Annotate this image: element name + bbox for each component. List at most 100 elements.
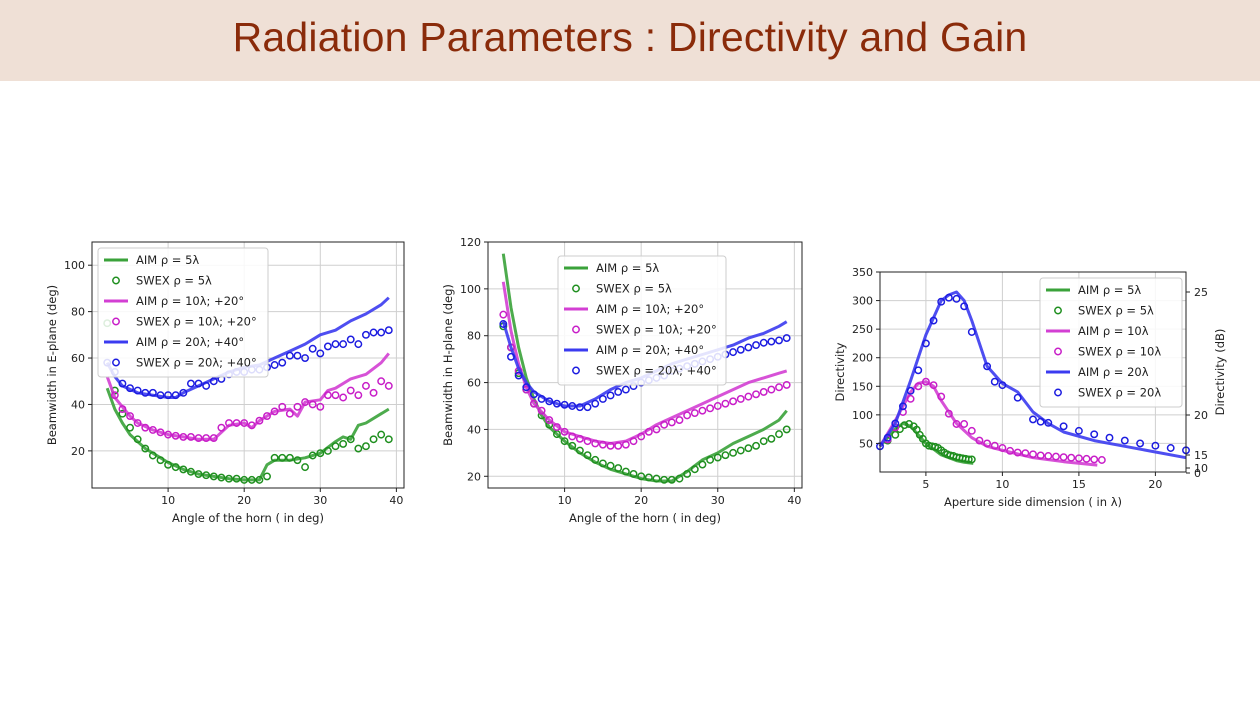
data-point [667, 475, 676, 484]
data-point [983, 439, 992, 448]
data-point [736, 446, 745, 455]
data-point [164, 391, 173, 400]
y-axis-label: Beamwidth in E-plane (deg) [45, 285, 59, 445]
data-point [1105, 433, 1114, 442]
legend-swatch-marker [112, 358, 120, 367]
data-point [278, 402, 287, 411]
x-axis-label: Angle of the horn ( in deg) [172, 511, 324, 525]
legend-item-aim-10-20: AIM ρ = 10λ; +20° [104, 294, 244, 308]
data-point [891, 430, 900, 439]
x-tick-label: 30 [313, 494, 327, 507]
data-point [614, 387, 623, 396]
data-point [346, 386, 355, 395]
data-point [568, 402, 577, 410]
x-tick-label: 15 [1072, 478, 1086, 491]
data-point [598, 440, 607, 449]
legend-box [97, 247, 269, 378]
data-point [621, 467, 630, 476]
data-point [583, 437, 592, 446]
data-point [944, 293, 953, 302]
data-point [614, 441, 623, 450]
data-point [141, 388, 150, 397]
data-point [240, 419, 249, 427]
data-point [736, 345, 745, 354]
legend-label: SWEX ρ = 10λ [1078, 345, 1161, 359]
data-point [644, 427, 653, 436]
series-swex-10-20 [499, 310, 791, 450]
data-point [1052, 452, 1060, 461]
data-point [621, 385, 630, 394]
data-point [308, 344, 317, 353]
right-tick-label: 0 [1194, 467, 1201, 480]
series-line [105, 387, 390, 482]
series-aim-10 [878, 380, 1098, 467]
data-point [148, 426, 157, 434]
data-point [118, 409, 127, 418]
y-tick-label: 120 [460, 236, 481, 249]
legend-item-aim-5: AIM ρ = 5λ [104, 253, 199, 267]
data-point [752, 341, 760, 350]
data-point [499, 310, 508, 319]
y-tick-label: 100 [64, 259, 85, 272]
legend-item-aim-5: AIM ρ = 5λ [1046, 283, 1141, 297]
data-point [255, 475, 264, 484]
data-point [339, 340, 348, 349]
data-point [308, 451, 317, 460]
e-plane-beamwidth-chart: 10 20 30 40 20 40 60 80 100 Angle of the horn ( i… [45, 241, 405, 525]
data-point [362, 330, 370, 339]
data-point [990, 441, 999, 450]
data-point [202, 381, 211, 390]
data-point [1082, 454, 1091, 463]
data-point [967, 455, 976, 464]
data-point [683, 469, 692, 478]
data-point [683, 411, 692, 420]
data-point [606, 461, 615, 470]
data-point [914, 382, 923, 391]
data-point [179, 432, 188, 441]
data-point [316, 402, 325, 411]
data-point [667, 418, 676, 427]
y-tick-label: 20 [71, 445, 85, 458]
data-point [301, 398, 310, 407]
data-point [652, 425, 661, 434]
data-point [660, 475, 669, 484]
data-point [377, 328, 386, 337]
data-point [247, 475, 256, 484]
x-tick-label: 20 [237, 494, 251, 507]
x-tick-label: 40 [389, 494, 403, 507]
data-point [209, 434, 218, 443]
y-tick-label: 50 [859, 437, 873, 450]
data-point [293, 351, 302, 360]
data-point [126, 384, 134, 393]
data-point [232, 474, 241, 483]
y-tick-label: 60 [71, 352, 85, 365]
data-point [598, 459, 607, 468]
y-tick-label: 300 [852, 295, 873, 308]
data-point [1074, 454, 1083, 463]
data-point [1036, 417, 1045, 426]
x-tick-label: 10 [558, 494, 572, 507]
legend-label: AIM ρ = 5λ [596, 261, 659, 275]
y-tick-label: 40 [71, 398, 85, 411]
data-point [1166, 444, 1175, 452]
data-point [537, 406, 546, 415]
legend-label: SWEX ρ = 5λ [136, 274, 212, 288]
legend-item-aim-20: AIM ρ = 20λ [1046, 365, 1149, 379]
data-point [118, 405, 127, 414]
legend-swatch-marker [1054, 388, 1062, 397]
data-point [706, 404, 715, 413]
data-point [629, 469, 638, 478]
series-aim-5 [105, 387, 390, 482]
series-line [878, 380, 1098, 467]
legend-box [1039, 277, 1183, 408]
data-point [614, 464, 623, 473]
data-point [301, 354, 310, 362]
data-point [744, 343, 753, 352]
data-point [369, 328, 378, 337]
data-point [164, 460, 173, 469]
data-point [1090, 430, 1099, 439]
data-point [164, 430, 173, 439]
data-point [767, 337, 776, 346]
data-point [652, 474, 661, 483]
